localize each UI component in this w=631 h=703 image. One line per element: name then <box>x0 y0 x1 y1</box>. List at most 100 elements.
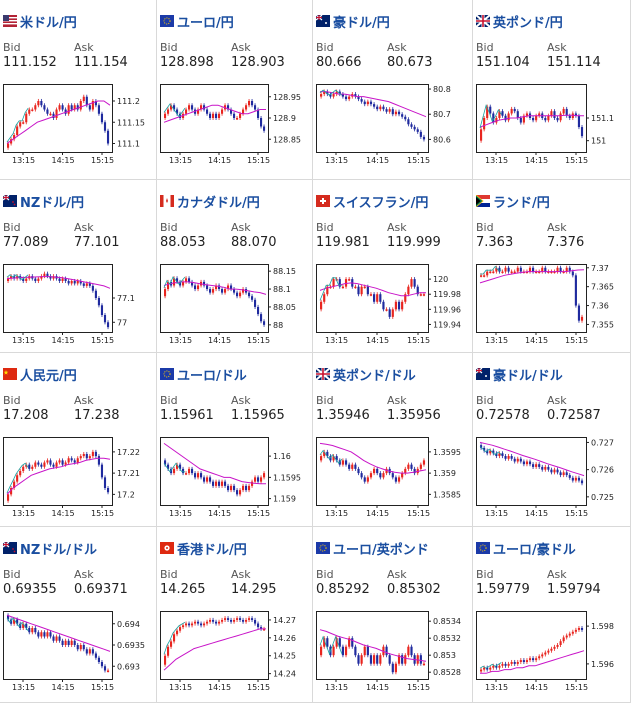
pair-title[interactable]: ユーロ/円 <box>160 12 234 31</box>
rate-panel[interactable]: 英ポンド/ドル Bid Ask 1.35946 1.35956 1.3595 1.… <box>313 353 473 527</box>
pair-title[interactable]: 米ドル/円 <box>3 12 77 31</box>
x-tick-label: 14:15 <box>366 336 389 345</box>
candle <box>516 458 519 462</box>
rate-panel[interactable]: スイスフラン/円 Bid Ask 119.981 119.999 120 119.… <box>313 180 473 353</box>
pair-name[interactable]: 英ポンド/円 <box>493 15 563 31</box>
x-tick-label: 14:15 <box>208 156 231 165</box>
pair-name[interactable]: ユーロ/ドル <box>177 368 247 384</box>
pair-name[interactable]: 人民元/円 <box>20 368 77 384</box>
y-tick-label: 14.27 <box>273 616 296 625</box>
x-tick-label: 14:15 <box>52 336 75 345</box>
candle <box>43 105 46 110</box>
candle <box>480 669 483 672</box>
candle <box>82 283 85 286</box>
candle <box>369 294 373 296</box>
rate-panel[interactable]: ユーロ/ドル Bid Ask 1.15961 1.15965 1.16 1.159… <box>157 353 313 527</box>
candle <box>544 652 547 655</box>
pair-name[interactable]: ランド/円 <box>493 195 550 211</box>
rate-panel[interactable]: NZドル/ドル Bid Ask 0.69355 0.69371 0.694 0.6… <box>0 527 157 703</box>
candle <box>28 628 31 633</box>
pair-title[interactable]: スイスフラン/円 <box>316 192 429 211</box>
candle <box>67 458 70 463</box>
bid-label: Bid <box>476 221 494 234</box>
candle <box>25 464 28 467</box>
candle <box>410 646 413 656</box>
pair-name[interactable]: 豪ドル/ドル <box>493 368 563 384</box>
rate-panel[interactable]: 豪ドル/ドル Bid Ask 0.72578 0.72587 0.727 0.72… <box>473 353 631 527</box>
candle <box>58 105 61 110</box>
pair-title[interactable]: ランド/円 <box>476 192 550 211</box>
pair-title[interactable]: ユーロ/英ポンド <box>316 539 429 558</box>
rate-panel[interactable]: カナダドル/円 Bid Ask 88.053 88.070 88.15 88.1 8… <box>157 180 313 353</box>
candle <box>170 105 173 110</box>
candle <box>203 477 206 482</box>
candle <box>323 638 326 647</box>
bid-value: 0.72578 <box>476 408 530 423</box>
pair-name[interactable]: 英ポンド/ドル <box>333 368 416 384</box>
pair-title[interactable]: 豪ドル/円 <box>316 12 390 31</box>
candle <box>410 124 413 127</box>
candle <box>55 636 58 641</box>
pair-title[interactable]: カナダドル/円 <box>160 192 260 211</box>
rate-panel[interactable]: 豪ドル/円 Bid Ask 80.666 80.673 80.8 80.7 80.6… <box>313 0 473 180</box>
rate-panel[interactable]: 英ポンド/円 Bid Ask 151.104 151.114 151.1 151 1… <box>473 0 631 180</box>
candle <box>363 646 366 656</box>
pair-name[interactable]: ユーロ/英ポンド <box>333 542 429 558</box>
candle <box>230 285 233 290</box>
pair-name[interactable]: スイスフラン/円 <box>333 195 429 211</box>
pair-name[interactable]: ユーロ/円 <box>177 15 234 31</box>
rate-panel[interactable]: ランド/円 Bid Ask 7.363 7.376 7.37 7.365 7.36 7… <box>473 180 631 353</box>
y-tick-label: 77.1 <box>117 294 135 303</box>
candle <box>103 477 107 488</box>
rate-panel[interactable]: ユーロ/円 Bid Ask 128.898 128.903 128.95 128.… <box>157 0 313 180</box>
candle <box>100 305 104 315</box>
candle <box>501 453 504 457</box>
candle <box>218 481 221 486</box>
pair-name[interactable]: カナダドル/円 <box>177 195 260 211</box>
candle <box>164 113 167 118</box>
candle <box>55 109 58 118</box>
candle <box>376 294 379 302</box>
y-tick-label: 1.598 <box>591 622 614 631</box>
rate-panel[interactable]: ユーロ/英ポンド Bid Ask 0.85292 0.85302 0.8534 0… <box>313 527 473 703</box>
candle <box>550 111 553 116</box>
candle <box>357 468 360 474</box>
rate-panel[interactable]: 香港ドル/円 Bid Ask 14.265 14.295 14.27 14.26 1… <box>157 527 313 703</box>
pair-name[interactable]: ユーロ/豪ドル <box>493 542 576 558</box>
pair-name[interactable]: 香港ドル/円 <box>177 542 247 558</box>
candle <box>100 464 104 478</box>
pair-name[interactable]: 米ドル/円 <box>20 15 77 31</box>
candle <box>248 292 251 297</box>
flag-icon <box>476 195 490 207</box>
pair-title[interactable]: 人民元/円 <box>3 365 77 384</box>
candle <box>388 655 391 664</box>
rate-panel[interactable]: 米ドル/円 Bid Ask 111.152 111.154 111.2 111.1… <box>0 0 157 180</box>
candle <box>212 289 215 293</box>
rate-panel[interactable]: NZドル/円 Bid Ask 77.089 77.101 77.1 77 13:15… <box>0 180 157 353</box>
candle <box>221 289 224 293</box>
pair-title[interactable]: 英ポンド/ドル <box>316 365 416 384</box>
candle <box>492 665 495 668</box>
candle <box>242 109 245 114</box>
candle <box>218 285 221 290</box>
rate-panel[interactable]: 人民元/円 Bid Ask 17.208 17.238 17.22 17.21 17… <box>0 353 157 527</box>
pair-title[interactable]: 豪ドル/ドル <box>476 365 563 384</box>
x-tick-label: 15:15 <box>565 336 588 345</box>
candle <box>224 289 227 293</box>
pair-title[interactable]: NZドル/円 <box>3 192 85 211</box>
pair-title[interactable]: 香港ドル/円 <box>160 539 247 558</box>
candle <box>388 109 391 112</box>
pair-title[interactable]: NZドル/ドル <box>3 539 98 558</box>
pair-name[interactable]: NZドル/ドル <box>20 542 98 558</box>
pair-title[interactable]: 英ポンド/円 <box>476 12 563 31</box>
y-tick-label: 7.36 <box>591 302 609 311</box>
candle <box>182 281 185 286</box>
rate-panel[interactable]: ユーロ/豪ドル Bid Ask 1.59779 1.59794 1.598 1.5… <box>473 527 631 703</box>
pair-title[interactable]: ユーロ/豪ドル <box>476 539 576 558</box>
pair-name[interactable]: 豪ドル/円 <box>333 15 390 31</box>
candle <box>97 298 101 306</box>
candle <box>565 472 568 476</box>
pair-name[interactable]: NZドル/円 <box>20 195 85 211</box>
pair-title[interactable]: ユーロ/ドル <box>160 365 247 384</box>
candle <box>401 473 404 478</box>
